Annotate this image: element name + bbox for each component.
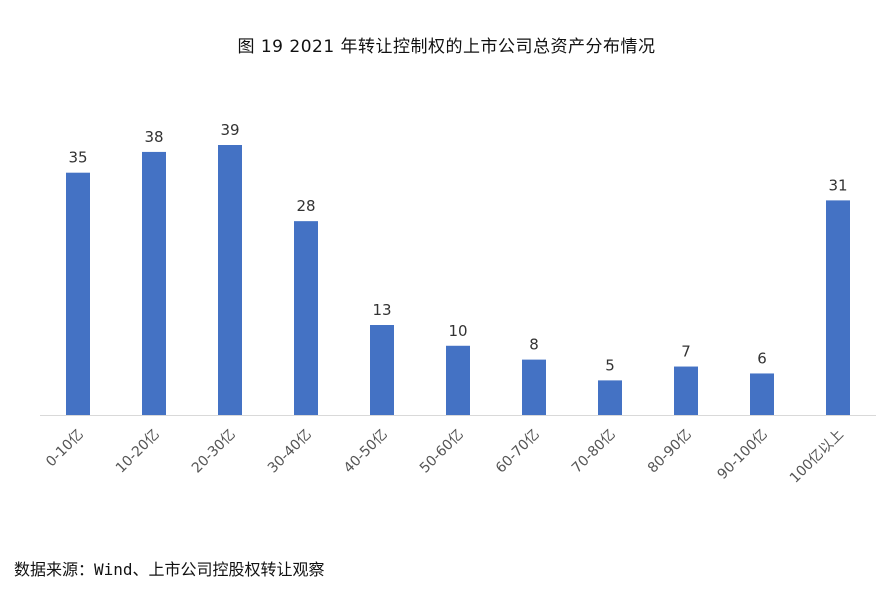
source-note: 数据来源：Wind、上市公司控股权转让观察 <box>14 560 325 579</box>
bar-6 <box>522 359 546 415</box>
x-tick-label-0: 0-10亿 <box>43 427 87 471</box>
bar-5 <box>446 345 470 415</box>
bar-9 <box>750 373 774 415</box>
bar-7 <box>598 380 622 415</box>
x-tick-label-9: 90-100亿 <box>715 427 771 483</box>
value-label-0: 35 <box>68 149 87 167</box>
x-tick-label-1: 10-20亿 <box>113 427 163 477</box>
tick-labels-group: 0-10亿 10-20亿 20-30亿 30-40亿 40-50亿 50-60亿 60-70… <box>43 427 847 487</box>
bar-0 <box>66 172 90 415</box>
value-label-6: 8 <box>529 336 539 354</box>
bar-1 <box>142 151 166 415</box>
value-label-4: 13 <box>372 301 391 319</box>
x-tick-label-5: 50-60亿 <box>417 427 467 477</box>
value-label-2: 39 <box>220 121 239 139</box>
value-label-7: 5 <box>605 356 615 374</box>
x-tick-label-2: 20-30亿 <box>189 427 239 477</box>
x-tick-label-8: 80-90亿 <box>645 427 695 477</box>
value-label-8: 7 <box>681 343 691 361</box>
x-tick-label-6: 60-70亿 <box>493 427 543 477</box>
bar-8 <box>674 366 698 415</box>
x-tick-label-10: 100亿以上 <box>787 427 847 487</box>
value-label-9: 6 <box>757 349 767 367</box>
x-tick-label-3: 30-40亿 <box>265 427 315 477</box>
value-label-5: 10 <box>448 322 467 340</box>
value-label-1: 38 <box>144 128 163 146</box>
bar-4 <box>370 325 394 415</box>
value-label-3: 28 <box>296 197 315 215</box>
x-tick-label-4: 40-50亿 <box>341 427 391 477</box>
x-tick-label-7: 70-80亿 <box>569 427 619 477</box>
bar-3 <box>294 221 318 415</box>
bar-10 <box>826 200 850 415</box>
bar-2 <box>218 145 242 415</box>
value-labels-group: 35 38 39 28 13 10 8 5 7 6 31 <box>68 121 847 374</box>
value-label-10: 31 <box>828 176 847 194</box>
bars-group <box>66 145 850 415</box>
chart-title: 图 19 2021 年转让控制权的上市公司总资产分布情况 <box>237 37 656 57</box>
